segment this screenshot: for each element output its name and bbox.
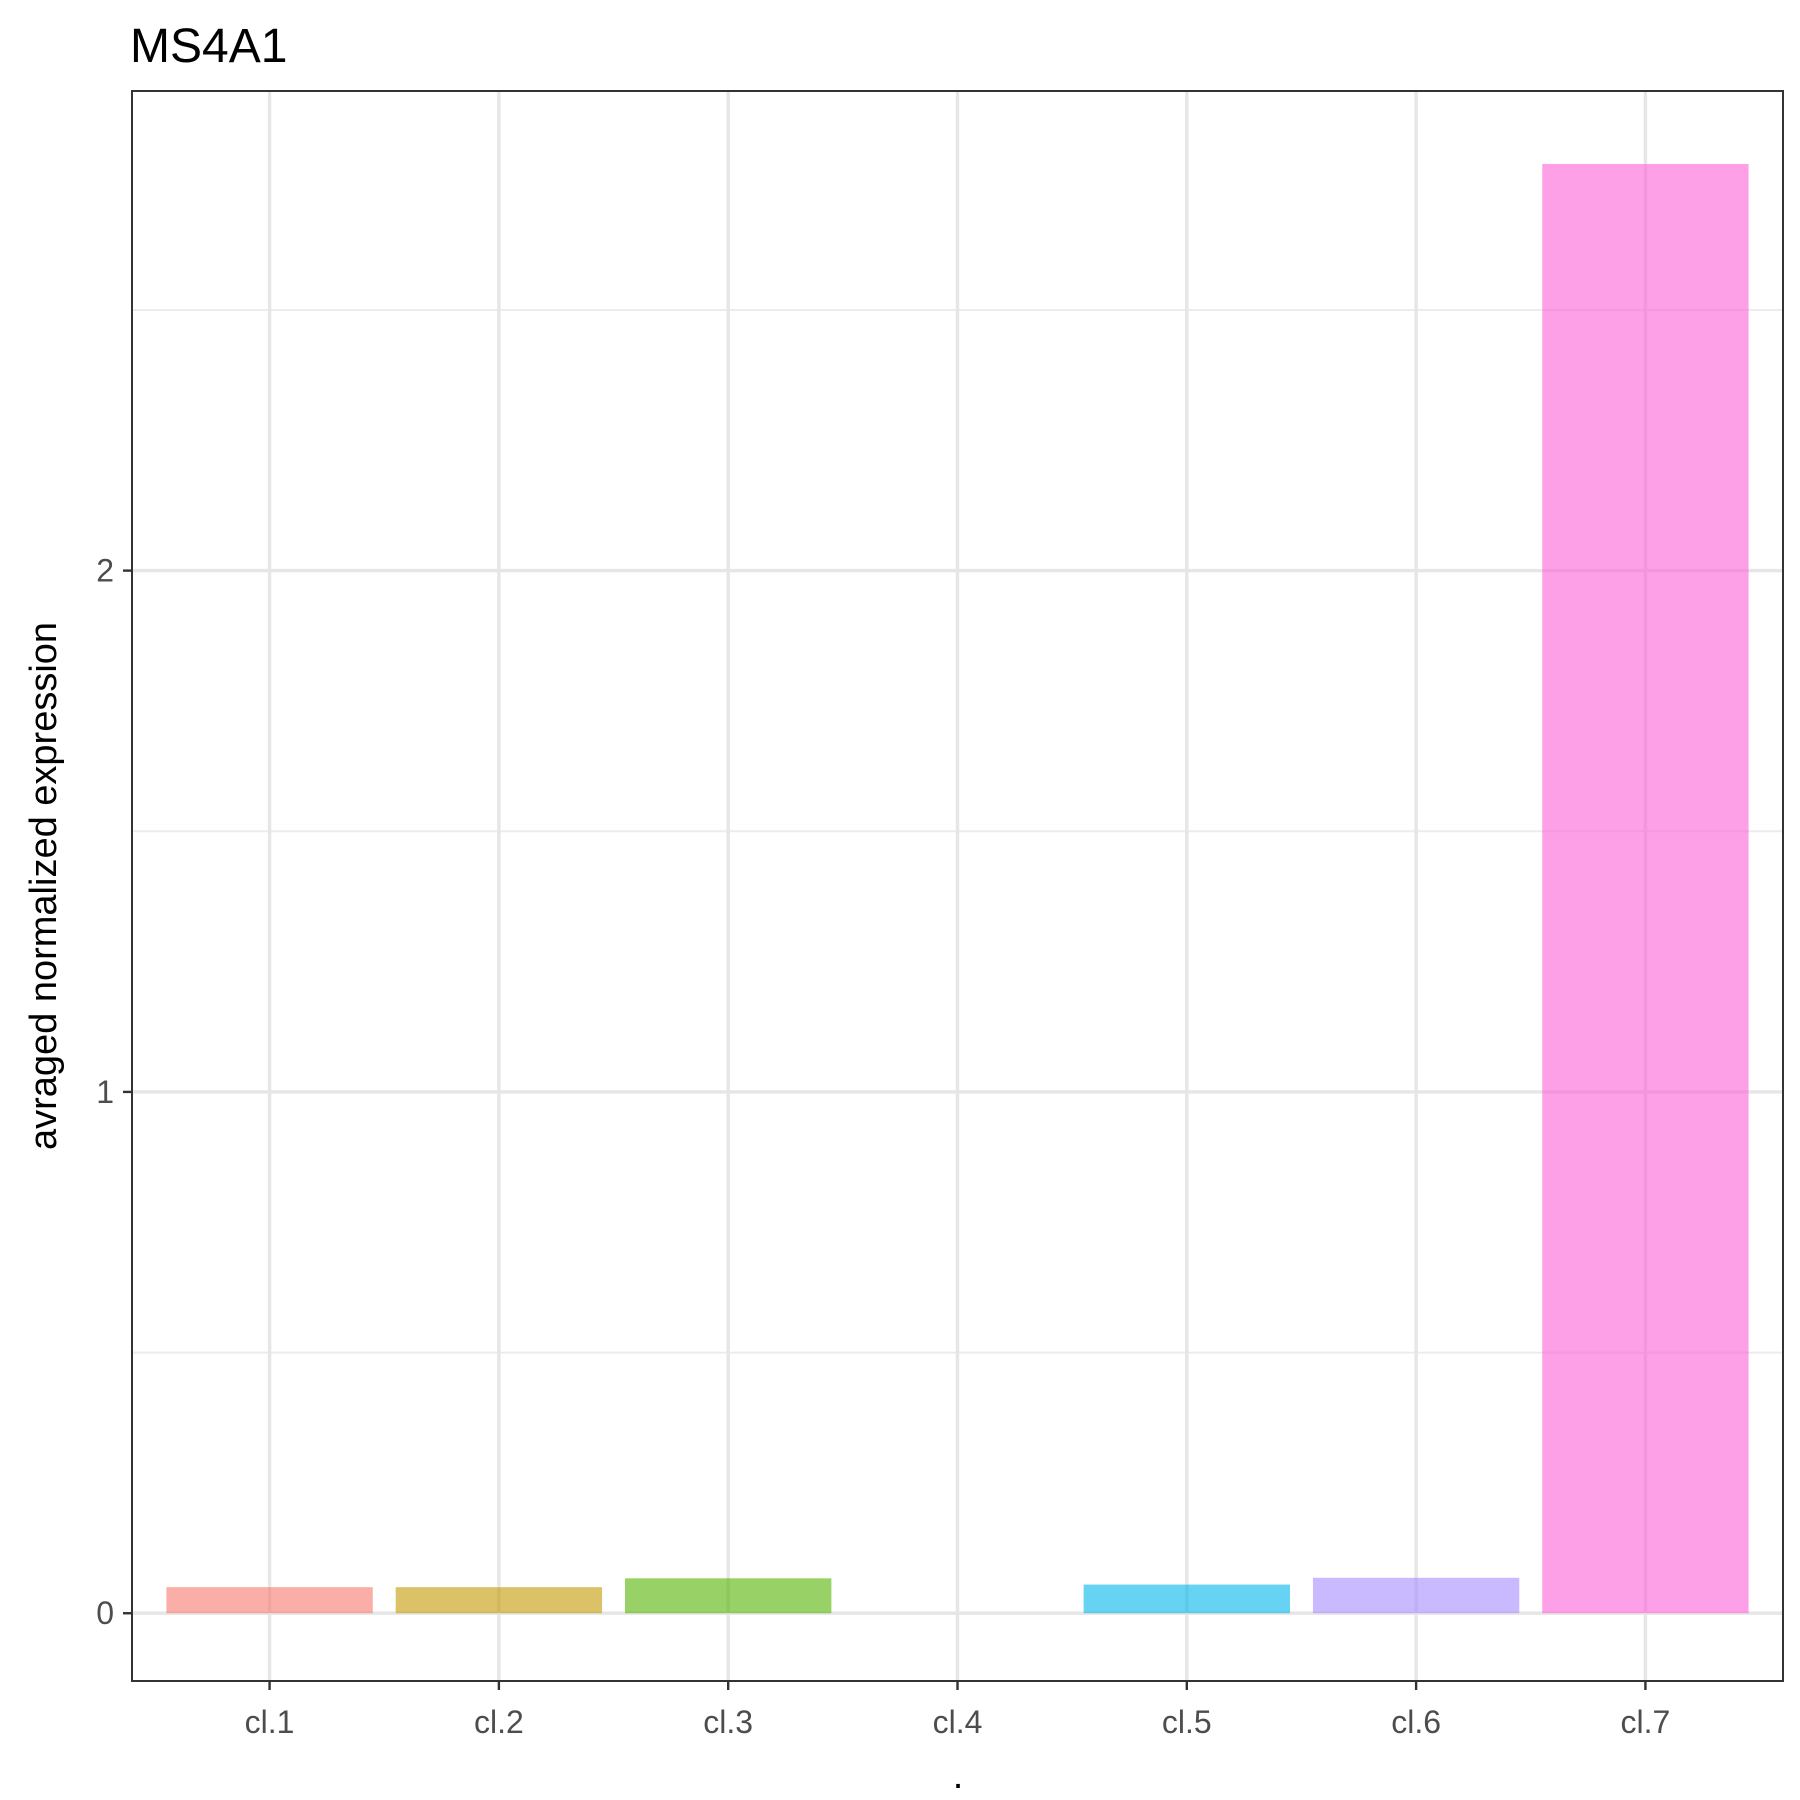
y-axis-title: avraged normalized expression bbox=[23, 622, 65, 1150]
y-tick-label: 1 bbox=[96, 1074, 114, 1110]
bar-cl3 bbox=[625, 1578, 832, 1614]
x-tick-label: cl.3 bbox=[703, 1704, 753, 1740]
bar-cl6 bbox=[1312, 1577, 1520, 1614]
x-axis-title: . bbox=[953, 1755, 964, 1797]
y-tick-label: 0 bbox=[96, 1595, 114, 1631]
x-tick-label: cl.6 bbox=[1391, 1704, 1441, 1740]
bar-cl5 bbox=[1083, 1584, 1290, 1614]
bar-cl1 bbox=[166, 1587, 373, 1614]
bar-cl2 bbox=[395, 1587, 603, 1614]
bar-cl7 bbox=[1542, 163, 1749, 1614]
y-tick-label: 2 bbox=[96, 553, 114, 589]
y-axis: 0 1 2 bbox=[96, 553, 132, 1631]
x-tick-label: cl.2 bbox=[474, 1704, 524, 1740]
x-tick-label: cl.7 bbox=[1621, 1704, 1671, 1740]
x-tick-label: cl.1 bbox=[245, 1704, 295, 1740]
x-tick-label: cl.5 bbox=[1162, 1704, 1212, 1740]
x-axis: cl.1 cl.2 cl.3 cl.4 cl.5 cl.6 cl.7 bbox=[245, 1681, 1671, 1740]
bars bbox=[166, 163, 1749, 1614]
chart-title: MS4A1 bbox=[130, 20, 287, 73]
grid-lines bbox=[132, 91, 1783, 1681]
x-tick-label: cl.4 bbox=[933, 1704, 983, 1740]
